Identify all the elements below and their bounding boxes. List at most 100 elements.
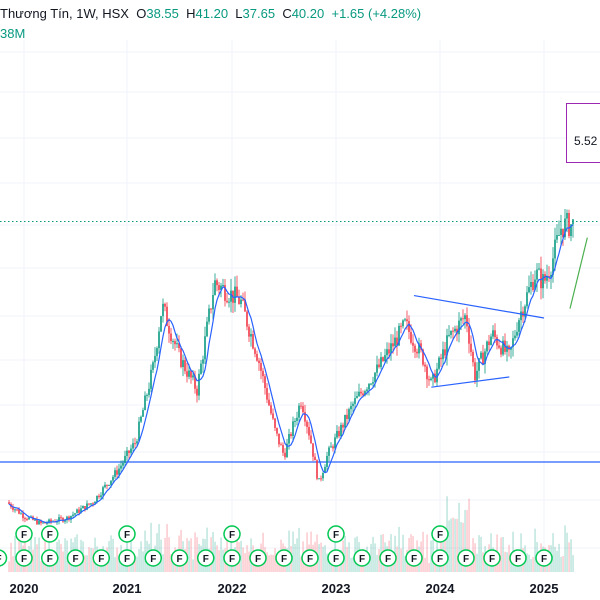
candle: [572, 219, 574, 225]
candle: [154, 355, 156, 363]
event-marker-label: F: [203, 554, 209, 565]
event-marker: [118, 549, 136, 567]
candle: [242, 299, 244, 301]
measure-box[interactable]: [566, 103, 600, 163]
candle: [456, 328, 458, 335]
volume-bar: [400, 548, 402, 572]
candle: [372, 382, 374, 384]
volume-bar: [422, 531, 424, 572]
candle: [370, 383, 372, 385]
volume-bar: [558, 543, 560, 572]
candle: [374, 372, 376, 383]
candle: [164, 303, 166, 307]
volume-bar: [164, 537, 166, 572]
event-marker-label: F: [333, 554, 339, 565]
volume-bar: [468, 498, 470, 572]
volume-bar: [506, 552, 508, 572]
volume-bar: [272, 554, 274, 572]
volume-bar: [192, 559, 194, 572]
event-marker: [118, 525, 136, 543]
candle: [304, 412, 306, 422]
candle: [526, 292, 528, 307]
event-marker-label: F: [21, 530, 27, 541]
candle: [342, 424, 344, 428]
candle: [206, 321, 208, 337]
close-label: C: [282, 6, 292, 21]
x-tick-label: 2025: [529, 581, 559, 596]
candle: [420, 343, 422, 350]
candle: [550, 274, 552, 278]
volume-bar: [14, 536, 16, 572]
candle: [280, 444, 282, 446]
volume-bar: [572, 555, 574, 572]
volume-bar: [240, 540, 242, 572]
candle: [428, 379, 430, 381]
candle: [322, 472, 324, 479]
event-marker-label: F: [21, 554, 27, 565]
candle: [188, 370, 190, 377]
candle: [552, 258, 554, 275]
volume-bar: [454, 518, 456, 572]
event-marker: [301, 549, 319, 567]
candle: [452, 330, 454, 332]
candle: [156, 348, 158, 356]
event-marker-label: F: [359, 554, 365, 565]
candle: [506, 345, 508, 352]
candle: [484, 351, 486, 365]
candle: [160, 316, 162, 332]
volume-bar: [552, 533, 554, 572]
candle: [316, 460, 318, 479]
candle: [190, 370, 192, 378]
high-label: H: [186, 6, 196, 21]
event-marker: [353, 549, 371, 567]
candle: [398, 325, 400, 346]
candle: [378, 364, 380, 368]
volume-bar: [320, 542, 322, 572]
volume-bar: [478, 535, 480, 572]
candle: [300, 405, 302, 407]
candle: [524, 306, 526, 317]
candle: [220, 285, 222, 290]
volume-bar: [220, 537, 222, 572]
candle: [516, 331, 518, 336]
volume-bar: [172, 557, 174, 572]
volume-bar: [398, 526, 400, 572]
volume-bar: [556, 550, 558, 572]
candle: [346, 414, 348, 419]
candle: [394, 337, 396, 347]
candle: [104, 484, 106, 488]
candle: [226, 300, 228, 303]
candle: [140, 416, 142, 422]
volume-bar: [60, 543, 62, 572]
candle: [360, 391, 362, 394]
volume-bar: [372, 536, 374, 572]
volume-bar: [482, 552, 484, 572]
candle: [282, 444, 284, 453]
candle: [340, 424, 342, 437]
volume-bar: [404, 556, 406, 572]
volume-bar: [8, 561, 10, 572]
candle: [454, 328, 456, 332]
candle: [142, 410, 144, 417]
volume-bar: [500, 537, 502, 572]
candle: [150, 369, 152, 389]
candle: [512, 338, 514, 348]
candle: [542, 274, 544, 289]
candle: [470, 343, 472, 352]
volume-bar: [460, 521, 462, 572]
candle: [250, 334, 252, 337]
candle: [28, 517, 30, 520]
volume-bar: [144, 530, 146, 572]
measure-label: 5.52: [574, 134, 598, 148]
volume-bar: [368, 554, 370, 572]
candle: [536, 269, 538, 280]
candle: [120, 465, 122, 469]
volume-bar: [502, 537, 504, 572]
candle: [96, 495, 98, 502]
candle: [264, 376, 266, 389]
candle: [534, 279, 536, 291]
candle: [476, 370, 478, 381]
candle: [76, 509, 78, 514]
open-label: O: [136, 6, 147, 21]
